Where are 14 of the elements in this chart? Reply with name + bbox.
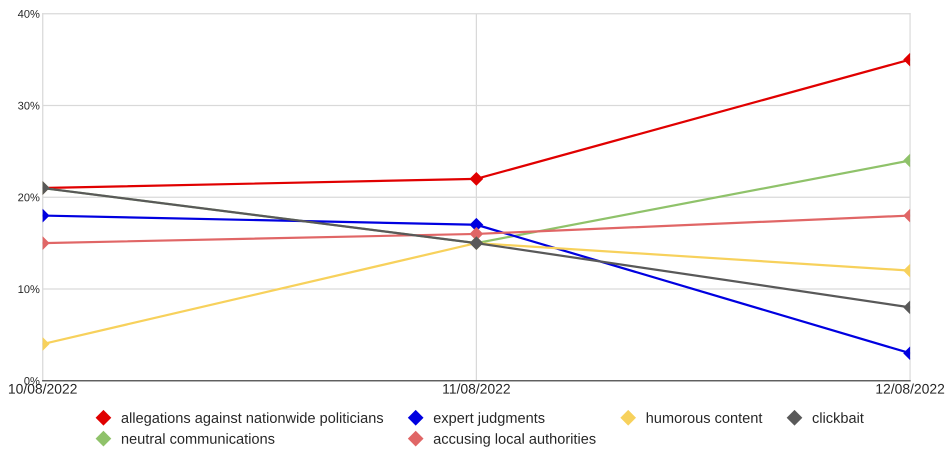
x-tick-label: 12/08/2022 [876,384,944,394]
x-tick-label: 11/08/2022 [443,384,510,394]
legend-label: accusing local authorities [434,433,596,447]
legend-label: expert judgments [434,412,545,426]
y-tick-label: 30% [18,102,40,110]
legend-label: clickbait [812,412,864,423]
y-tick-label: 40% [18,10,40,18]
y-tick-label: 10% [18,285,40,294]
legend-label: neutral communications [122,433,274,444]
legend-label: allegations against nationwide politicians [122,412,384,426]
y-tick-label: 20% [18,193,40,202]
legend-label: humorous content [646,412,762,423]
x-tick-label: 10/08/2022 [8,384,77,394]
y-tick-label: 0% [24,377,40,385]
